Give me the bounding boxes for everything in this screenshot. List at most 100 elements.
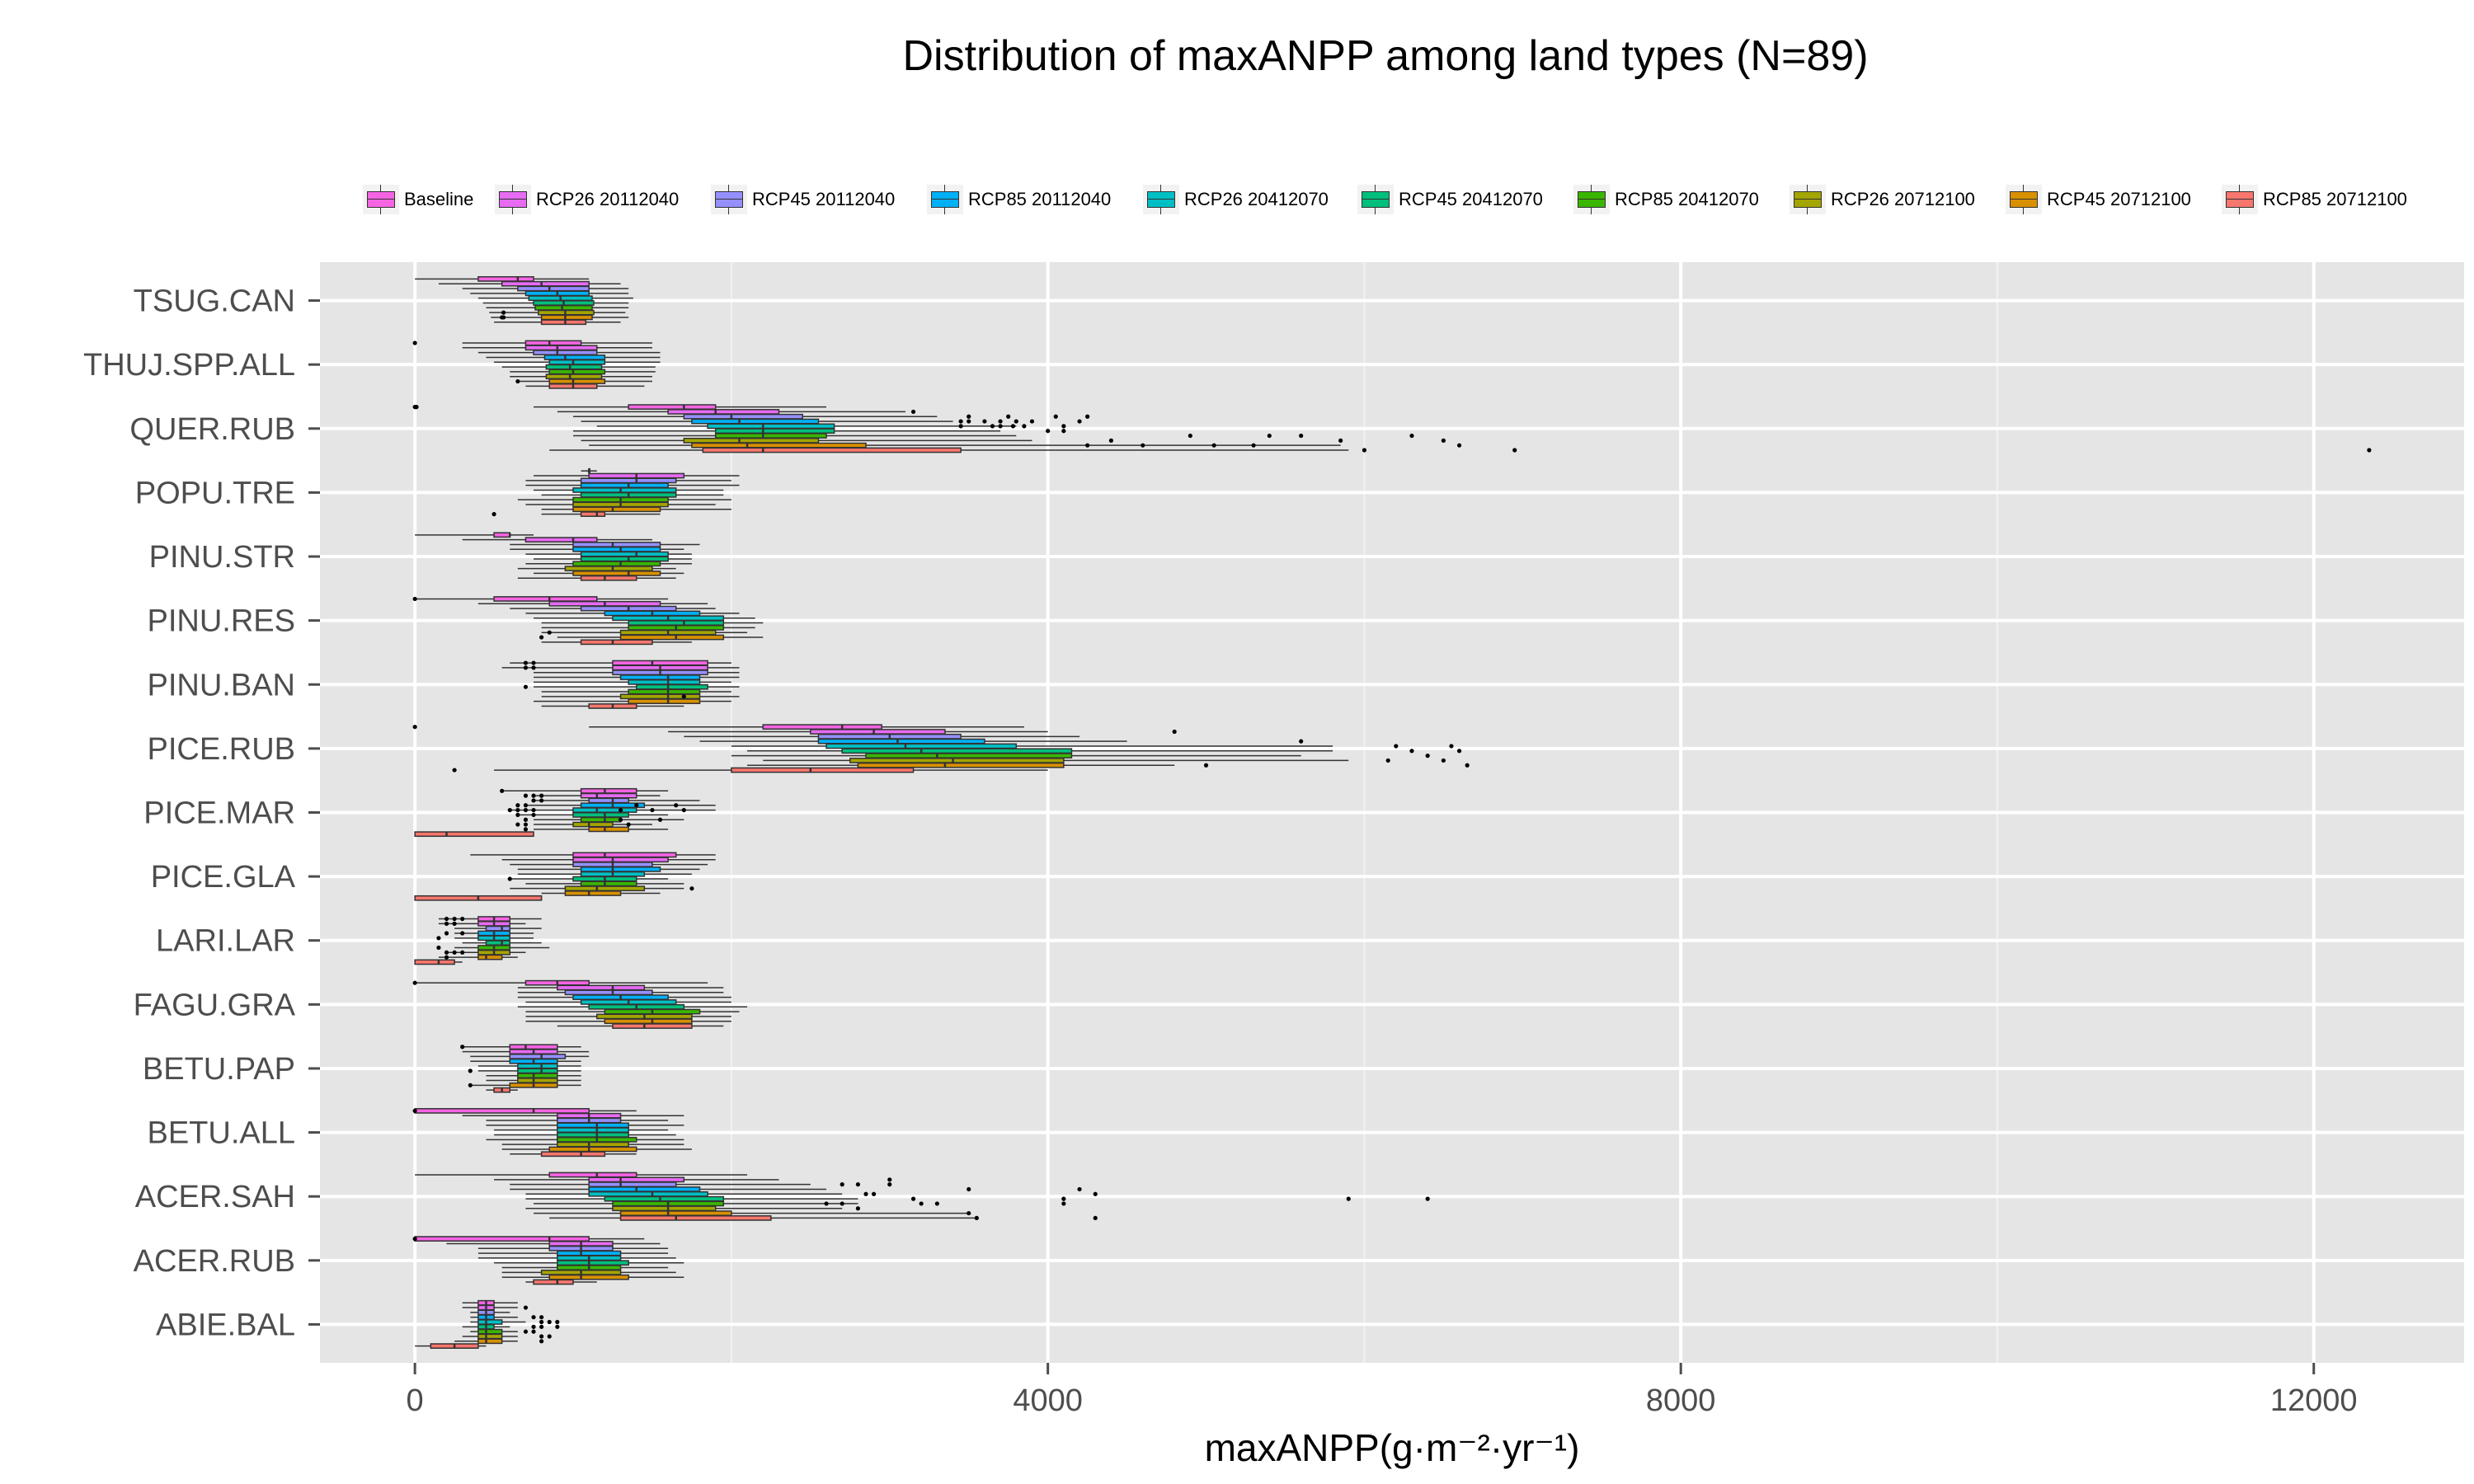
box-iqr <box>533 1279 574 1285</box>
legend-item: RCP85 20712100 <box>2222 183 2407 216</box>
category-group-thuj-spp-all <box>412 340 661 389</box>
box-9 <box>454 1338 544 1345</box>
box-iqr <box>841 748 1073 754</box>
box-5 <box>436 935 534 942</box>
box-iqr <box>545 364 603 370</box>
box-8 <box>444 949 526 956</box>
legend-label: RCP85 20112040 <box>968 189 1112 209</box>
category-group-betu-pap <box>460 1044 590 1093</box>
outlier-point <box>539 798 544 803</box>
box-10 <box>549 447 2372 453</box>
box-iqr <box>580 556 669 562</box>
outlier-point <box>1203 763 1209 768</box>
box-iqr <box>683 437 820 444</box>
category-group-betu-all <box>412 1108 692 1158</box>
outlier-point <box>1362 448 1367 453</box>
box-iqr <box>509 1054 567 1059</box>
box-iqr <box>414 1108 590 1114</box>
outlier-point <box>982 419 987 424</box>
outlier-point <box>967 1186 971 1192</box>
outlier-point <box>990 424 995 429</box>
outlier-point <box>515 378 520 384</box>
box-9 <box>438 954 518 960</box>
box-iqr <box>702 447 962 453</box>
box-iqr <box>545 373 603 380</box>
outlier-point <box>1449 744 1454 749</box>
box-9 <box>747 762 1470 768</box>
x-axis-title: maxANPP(g·m⁻²·yr⁻¹) <box>1205 1426 1580 1469</box>
box-7 <box>436 945 550 951</box>
outlier-point <box>1014 419 1018 424</box>
outlier-point <box>515 822 520 827</box>
outlier-point <box>460 1045 465 1050</box>
box-iqr <box>580 787 637 794</box>
box-iqr <box>548 359 606 365</box>
box-9 <box>501 1274 684 1280</box>
legend-item: RCP26 20112040 <box>495 183 679 216</box>
box-9 <box>523 826 669 833</box>
outlier-point <box>468 1082 473 1087</box>
outlier-point <box>500 788 505 793</box>
box-iqr <box>580 575 637 581</box>
box-iqr <box>477 276 534 282</box>
box-iqr <box>564 890 622 896</box>
outlier-point <box>412 340 417 345</box>
y-tick-label: PINU.STR <box>149 540 295 575</box>
outlier-point <box>910 1196 916 1201</box>
box-1 <box>500 787 669 794</box>
box-iqr <box>414 1236 590 1242</box>
outlier-point <box>501 310 506 315</box>
outlier-point <box>1061 1196 1066 1201</box>
category-group-acer-rub <box>412 1236 684 1285</box>
category-group-pinu-res <box>412 596 764 646</box>
box-iqr <box>517 1078 558 1083</box>
outlier-point <box>840 1182 844 1187</box>
box-iqr <box>477 1328 503 1335</box>
y-tick-label: PINU.RES <box>148 604 295 639</box>
box-iqr <box>548 369 606 375</box>
box-iqr <box>628 404 717 410</box>
outlier-point <box>412 980 417 985</box>
outlier-point <box>523 793 529 798</box>
outlier-point <box>681 694 686 699</box>
box-iqr <box>619 1215 772 1221</box>
legend-key <box>2222 185 2258 214</box>
legend-key <box>927 185 963 214</box>
outlier-point <box>626 822 631 827</box>
outlier-point <box>444 916 449 922</box>
outlier-point <box>1338 438 1343 443</box>
box-iqr <box>572 571 661 576</box>
outlier-point <box>1465 763 1470 768</box>
legend-key <box>1573 185 1610 214</box>
y-tick-label: QUER.RUB <box>129 412 295 447</box>
outlier-point <box>452 916 457 922</box>
outlier-point <box>444 955 449 960</box>
y-tick-label: PINU.BAN <box>148 668 295 702</box>
box-iqr <box>543 355 606 360</box>
y-tick-label: PICE.RUB <box>148 732 295 767</box>
box-6 <box>482 300 629 306</box>
outlier-point <box>919 1201 924 1206</box>
outlier-point <box>523 684 529 689</box>
outlier-point <box>689 886 694 891</box>
outlier-point <box>1299 739 1304 744</box>
outlier-point <box>1456 443 1462 448</box>
outlier-point <box>460 916 465 922</box>
outlier-point <box>539 1315 544 1320</box>
outlier-point <box>531 1315 536 1320</box>
outlier-point <box>998 424 1003 429</box>
legend-item: RCP45 20712100 <box>2006 183 2191 216</box>
box-iqr <box>588 1186 701 1192</box>
outlier-point <box>460 950 465 955</box>
legend-label: RCP45 20112040 <box>752 189 896 209</box>
outlier-point <box>547 1319 552 1325</box>
box-iqr <box>572 542 661 547</box>
y-tick-label: LARI.LAR <box>156 924 295 959</box>
box-3 <box>454 925 542 932</box>
box-iqr <box>691 442 867 448</box>
box-iqr <box>604 1195 725 1202</box>
outlier-point <box>1425 1196 1430 1201</box>
box-iqr <box>540 1151 606 1158</box>
outlier-point <box>967 419 971 424</box>
outlier-point <box>523 1329 529 1334</box>
